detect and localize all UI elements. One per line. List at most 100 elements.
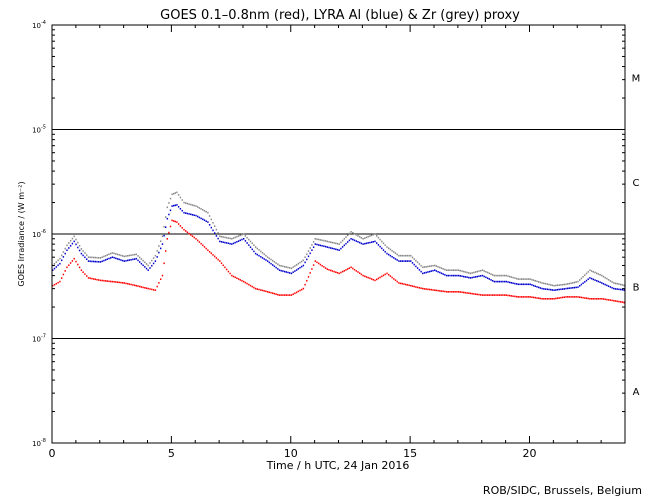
series-zr-point	[468, 272, 470, 274]
series-goes-point	[147, 287, 149, 290]
series-zr-point	[442, 268, 444, 270]
series-zr-point	[154, 254, 157, 257]
series-goes-point	[241, 280, 243, 282]
series-zr-point	[355, 234, 357, 236]
series-zr-point	[163, 225, 165, 228]
series-zr-point	[217, 232, 219, 234]
series-al-point	[168, 213, 170, 216]
series-zr-point	[295, 264, 298, 266]
flare-class-label-a: A	[633, 387, 640, 398]
series-goes-point	[165, 250, 167, 252]
series-al-point	[338, 249, 340, 251]
series-zr-point	[447, 269, 449, 271]
series-zr-point	[360, 237, 363, 239]
series-zr-point	[299, 261, 301, 264]
series-zr-point	[99, 257, 102, 259]
series-zr-point	[495, 274, 497, 277]
series-goes-point	[108, 280, 110, 283]
series-zr-point	[258, 249, 260, 251]
series-al-point	[202, 218, 204, 221]
series-goes-point	[522, 296, 525, 298]
series-goes-point	[248, 283, 250, 286]
series-al-point	[335, 248, 337, 251]
series-al-point	[66, 249, 68, 251]
series-goes-point	[558, 297, 560, 299]
series-al-point	[541, 287, 543, 290]
series-al-point	[582, 282, 584, 284]
series-al-point	[166, 217, 168, 220]
series-goes-point	[599, 298, 601, 300]
series-al-point	[251, 248, 253, 251]
series-zr-point	[82, 250, 84, 252]
series-al-point	[133, 258, 136, 260]
series-goes-point	[550, 298, 552, 300]
series-goes-point	[197, 239, 199, 242]
series-goes-point	[613, 299, 615, 302]
series-goes-point	[577, 296, 579, 298]
series-zr-point	[59, 257, 61, 260]
series-al-point	[422, 272, 424, 275]
series-goes-point	[282, 294, 284, 296]
series-zr-point	[498, 274, 501, 277]
series-goes-point	[585, 297, 588, 299]
series-al-point	[382, 249, 385, 251]
y-tick-label: 10-4	[32, 20, 46, 30]
series-zr-point	[345, 236, 347, 238]
series-al-point	[423, 272, 426, 274]
series-zr-point	[92, 256, 95, 259]
series-al-point	[263, 258, 265, 260]
series-goes-point	[174, 220, 176, 223]
series-al-point	[73, 240, 75, 243]
series-goes-point	[614, 300, 617, 302]
series-al-point	[246, 242, 248, 244]
series-zr-point	[133, 253, 136, 256]
series-goes-point	[260, 289, 262, 291]
series-zr-point	[73, 235, 75, 238]
series-zr-point	[401, 254, 403, 257]
chart-title: GOES 0.1–0.8nm (red), LYRA Al (blue) & Z…	[160, 8, 520, 23]
series-zr-point	[212, 222, 214, 224]
series-zr-point	[406, 254, 409, 257]
series-al-point	[594, 279, 596, 281]
series-goes-point	[609, 299, 612, 301]
series-al-point	[546, 288, 548, 291]
series-goes-point	[294, 292, 296, 295]
series-goes-point	[423, 288, 426, 290]
series-zr-point	[614, 282, 617, 285]
series-goes-point	[457, 291, 460, 293]
series-zr-point	[529, 278, 531, 280]
series-goes-point	[590, 298, 593, 300]
series-al-point	[440, 272, 443, 275]
series-al-point	[200, 217, 202, 220]
series-goes-point	[335, 271, 337, 273]
series-zr-point	[543, 282, 545, 285]
series-zr-point	[492, 274, 494, 276]
series-goes-point	[333, 270, 335, 273]
series-al-point	[538, 286, 540, 289]
series-zr-point	[301, 260, 303, 263]
series-goes-point	[350, 266, 352, 269]
series-al-point	[573, 286, 576, 289]
series-goes-point	[445, 291, 448, 293]
series-goes-point	[474, 293, 477, 295]
series-goes-point	[582, 296, 584, 299]
series-zr-point	[224, 236, 226, 239]
y-tick-label: 10-5	[32, 125, 46, 135]
series-al-point	[151, 264, 153, 267]
series-al-point	[144, 266, 146, 268]
series-al-point	[236, 241, 238, 243]
series-zr-point	[515, 277, 518, 280]
series-goes-point	[179, 225, 182, 227]
series-al-point	[340, 247, 342, 250]
series-al-point	[137, 259, 139, 262]
series-goes-point	[139, 285, 141, 288]
series-goes-point	[299, 289, 301, 292]
series-al-point	[505, 280, 507, 283]
series-zr-point	[560, 284, 562, 286]
series-goes-point	[596, 298, 598, 300]
series-zr-point	[541, 282, 543, 284]
series-al-point	[408, 260, 410, 262]
series-goes-point	[161, 274, 164, 277]
series-zr-point	[111, 252, 114, 254]
series-goes-point	[579, 296, 581, 298]
